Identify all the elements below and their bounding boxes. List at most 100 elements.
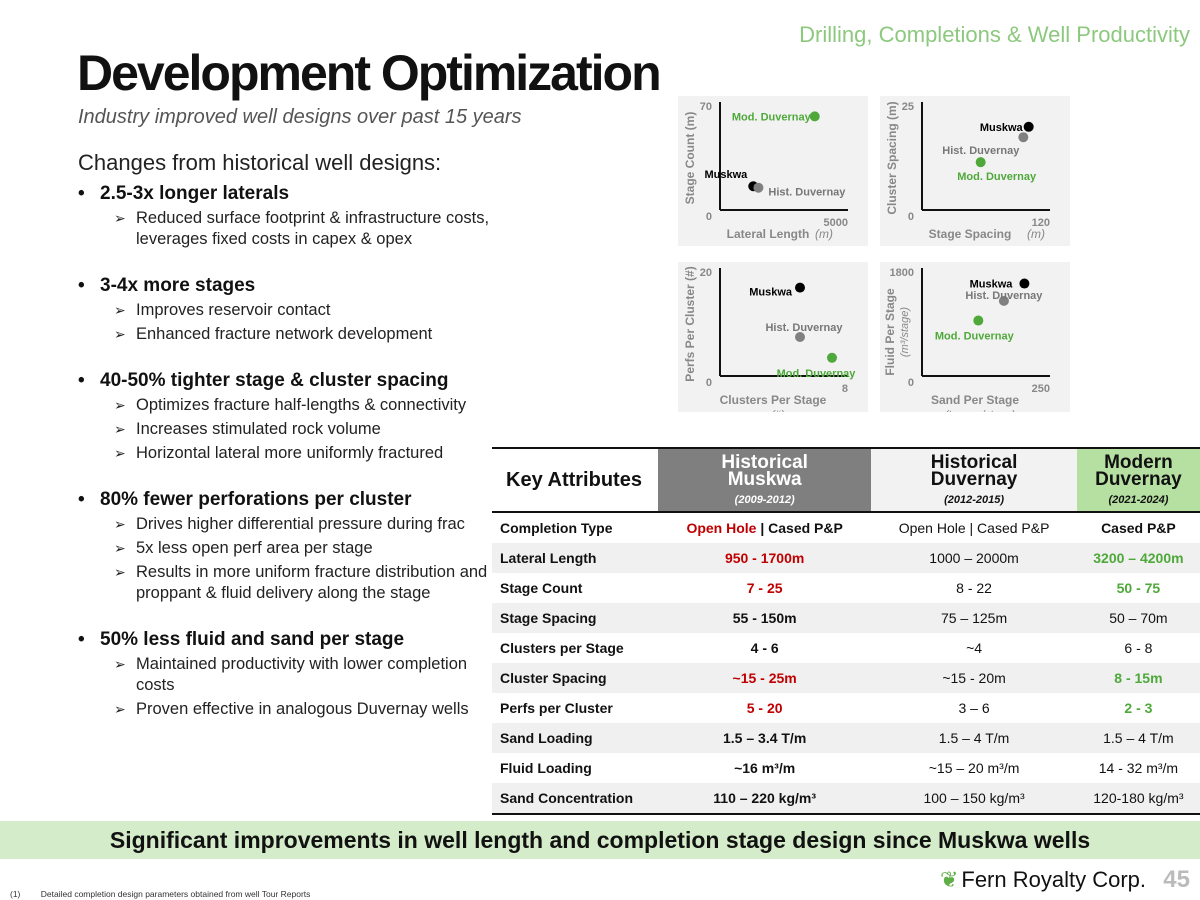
bullet-group: • 2.5-3x longer laterals ➢ Reduced surface … — [78, 182, 498, 250]
data-point-label: Hist. Duvernay — [965, 290, 1043, 302]
row-label: Sand Concentration — [492, 783, 658, 814]
data-point-label: Hist. Duvernay — [765, 322, 843, 334]
table-cell: Open Hole | Cased P&P — [871, 512, 1077, 543]
arrow-bullet-icon: ➢ — [114, 701, 126, 717]
cell-text: 7 - 25 — [746, 580, 783, 596]
data-point-hist-duvernay — [998, 295, 1009, 306]
key-attributes-table: Key Attributes Historical Muskwa (2009-2… — [492, 447, 1200, 815]
table-cell: 5 - 20 — [658, 693, 871, 723]
cell-text: 1000 – 2000m — [929, 550, 1019, 566]
bullet-dot-icon: • — [78, 370, 85, 391]
x-max-tick-label: 120 — [1032, 217, 1050, 229]
data-point-hist-duvernay — [1018, 132, 1029, 143]
table-cell: 8 - 22 — [871, 573, 1077, 603]
x-max-tick-label: 8 — [842, 383, 848, 395]
footnote-text: Detailed completion design parameters ob… — [40, 889, 311, 899]
sub-bullet-text: Enhanced fracture network development — [136, 325, 433, 343]
data-point-muskwa — [1019, 278, 1030, 289]
table-cell: 2 - 3 — [1077, 693, 1200, 723]
bullet-dot-icon: • — [78, 183, 85, 204]
data-point-label: Mod. Duvernay — [935, 331, 1015, 343]
sub-bullet-item: ➢ Results in more uniform fracture distri… — [114, 562, 498, 604]
data-point-label: Mod. Duvernay — [732, 111, 812, 123]
chart-cluster-spacing-vs-stage-spacing: 25 0 120 Stage Spacing (m) Cluster Spacing (m… — [880, 96, 1070, 246]
cell-text: ~15 - 20m — [942, 670, 1006, 686]
row-label: Cluster Spacing — [492, 663, 658, 693]
x-axis-unit: (m) — [1027, 227, 1045, 241]
table-cell: 7 - 25 — [658, 573, 871, 603]
scatter-plot: 70 0 5000 Lateral Length (m) Stage Count (m) M… — [683, 101, 848, 241]
data-point-label: Mod. Duvernay — [957, 171, 1037, 183]
data-point-muskwa — [1023, 121, 1034, 132]
row-label: Perfs per Cluster — [500, 700, 613, 716]
column-modern-duvernay: Modern Duvernay (2021-2024) — [1076, 448, 1200, 512]
table-cell: 50 - 75 — [1077, 573, 1200, 603]
x-axis-label: Clusters Per Stage — [720, 393, 827, 407]
table-row: Sand Loading 1.5 – 3.4 T/m 1.5 – 4 T/m 1.5 … — [492, 723, 1200, 753]
sub-bullet-item: ➢ Drives higher differential pressure dur… — [114, 514, 498, 535]
table-row: Stage Spacing 55 - 150m 75 – 125m 50 – 70m — [492, 603, 1200, 633]
bullet-item: • 40-50% tighter stage & cluster spacing — [78, 369, 498, 393]
col-title-line1: Historical — [930, 452, 1018, 473]
table-cell: Open Hole | Cased P&P — [658, 512, 871, 543]
cell-text: 3200 – 4200m — [1093, 550, 1184, 566]
company-logo: ❦ Fern Royalty Corp. — [940, 867, 1146, 893]
table-row: Completion Type Open Hole | Cased P&P Open… — [492, 512, 1200, 543]
y-max-tick-label: 70 — [700, 101, 712, 113]
sub-bullet-item: ➢ Maintained productivity with lower comp… — [114, 654, 498, 696]
footnote: (1) Detailed completion design parameter… — [10, 889, 310, 899]
table-cell: 1.5 – 3.4 T/m — [658, 723, 872, 753]
arrow-bullet-icon: ➢ — [114, 397, 126, 413]
x-max-tick-label: 250 — [1032, 383, 1050, 395]
arrow-bullet-icon: ➢ — [114, 540, 126, 556]
cell-text: ~4 — [966, 640, 983, 656]
col-title-line1: Historical — [721, 452, 808, 473]
table-cell: 1000 – 2000m — [871, 543, 1077, 573]
bullet-item: • 3-4x more stages — [78, 274, 498, 298]
company-name: Fern Royalty Corp. — [961, 867, 1146, 892]
sub-bullet-item: ➢ Optimizes fracture half-lengths & conne… — [114, 395, 498, 416]
data-point-label: Muskwa — [970, 279, 1014, 291]
col-period: (2021-2024) — [1108, 494, 1169, 506]
x-axis-unit: (m) — [815, 227, 833, 241]
scatter-plot: 20 0 8 Clusters Per Stage (#) Perfs Per Clust… — [683, 266, 856, 412]
page-title: Development Optimization — [77, 45, 662, 101]
bullet-dot-icon: • — [78, 275, 85, 296]
y-axis-label: Stage Count (m) — [683, 112, 697, 205]
section-label: Drilling, Completions & Well Productivit… — [799, 22, 1190, 47]
table-cell: 950 - 1700m — [658, 543, 872, 573]
data-point-muskwa — [795, 282, 805, 293]
chart-fluid-vs-sand-per-stage: 1800 0 250 Sand Per Stage (tonnes/stage) Flui… — [880, 262, 1070, 412]
bullet-group: • 80% fewer perforations per cluster ➢ Driv… — [78, 488, 498, 604]
x-axis-unit: (tonnes/stage) — [945, 409, 1016, 412]
cell-text: | Cased P&P — [756, 520, 843, 536]
bullet-dot-icon: • — [78, 489, 85, 510]
sub-bullet-text: Improves reservoir contact — [136, 301, 331, 319]
table-body: Completion Type Open Hole | Cased P&P Open… — [492, 512, 1200, 814]
bullet-text: 2.5-3x longer laterals — [100, 183, 290, 204]
y-max-tick-label: 1800 — [890, 267, 914, 279]
table-cell: 1.5 – 4 T/m — [871, 723, 1077, 753]
arrow-bullet-icon: ➢ — [114, 210, 126, 226]
origin-tick-label: 0 — [908, 377, 914, 389]
sub-bullet-text: Maintained productivity with lower compl… — [136, 655, 468, 694]
bullet-group: • 40-50% tighter stage & cluster spacing ➢… — [78, 369, 498, 464]
cell-text: Cased P&P — [1101, 520, 1176, 536]
cell-text: 14 - 32 m³/m — [1098, 760, 1179, 776]
y-axis-label: Cluster Spacing (m) — [885, 101, 899, 214]
table-cell: 8 - 15m — [1076, 663, 1200, 693]
arrow-bullet-icon: ➢ — [114, 656, 126, 672]
cell-text: 50 – 70m — [1109, 610, 1168, 626]
table-cell: 110 – 220 kg/m³ — [658, 783, 872, 814]
cell-text: 1.5 – 4 T/m — [938, 730, 1010, 746]
page-subtitle: Industry improved well designs over past… — [78, 106, 522, 128]
scatter-plot: 25 0 120 Stage Spacing (m) Cluster Spacing (m… — [885, 101, 1050, 241]
sub-bullet-item: ➢ Proven effective in analogous Duvernay … — [114, 699, 498, 720]
data-point-label: Hist. Duvernay — [942, 145, 1020, 157]
bullet-group: • 50% less fluid and sand per stage ➢ Maint… — [78, 628, 498, 720]
cell-text: 100 – 150 kg/m³ — [923, 790, 1025, 806]
cell-text: 1.5 – 4 T/m — [1103, 730, 1174, 746]
row-label: Completion Type — [500, 520, 613, 536]
table-row: Cluster Spacing ~15 - 25m ~15 - 20m 8 - 15m — [492, 663, 1200, 693]
table-cell: 55 - 150m — [658, 603, 872, 633]
